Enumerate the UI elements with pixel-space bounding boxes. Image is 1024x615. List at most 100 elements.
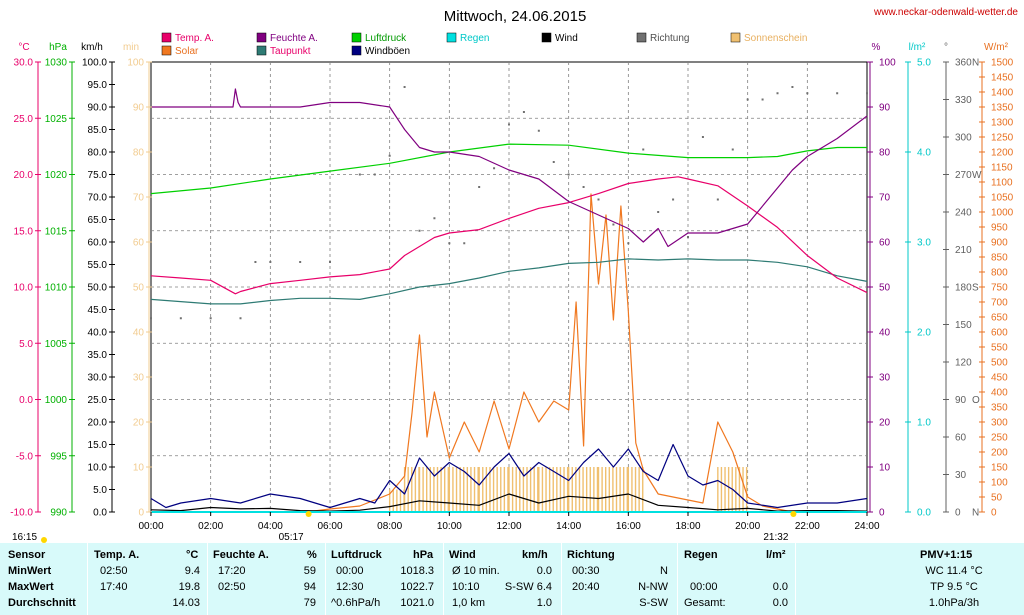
tick-label-wind: 20.0 bbox=[88, 418, 108, 429]
legend-label: Temp. A. bbox=[175, 33, 214, 44]
tick-label-solar: 1300 bbox=[991, 118, 1014, 129]
stats-min-press-time: 00:00 bbox=[336, 565, 364, 577]
tick-label-temp: 20.0 bbox=[14, 170, 34, 181]
tick-label-temp: 15.0 bbox=[14, 226, 34, 237]
stats-header-temp: Temp. A. bbox=[94, 549, 140, 561]
tick-label-solar: 1200 bbox=[991, 148, 1014, 159]
series-line-temp-a- bbox=[150, 176, 868, 295]
tick-label-solar: 500 bbox=[991, 358, 1008, 369]
stats-max-press-value: 1022.7 bbox=[400, 581, 434, 593]
tick-label-solar: 200 bbox=[991, 448, 1008, 459]
stats-header-rain-unit: l/m² bbox=[766, 549, 786, 561]
wind-direction-point bbox=[836, 92, 839, 95]
wind-direction-point bbox=[254, 261, 257, 263]
stats-header-wind: Wind bbox=[449, 549, 476, 561]
tick-label-solar: 450 bbox=[991, 373, 1008, 384]
tick-label-dir: 0 bbox=[955, 508, 961, 519]
wind-direction-point bbox=[642, 148, 645, 151]
stats-header-rain: Regen bbox=[684, 549, 718, 561]
tick-label-time: 16:00 bbox=[616, 521, 641, 532]
chart-legend: Temp. A. Feuchte A. Luftdruck Regen Wind Rich… bbox=[161, 32, 807, 57]
stats-min-wind-time: Ø 10 min. bbox=[452, 565, 500, 577]
wind-direction-point bbox=[522, 111, 525, 113]
source-url: www.neckar-odenwald-wetter.de bbox=[873, 7, 1018, 18]
tick-label-temp: 30.0 bbox=[14, 58, 34, 69]
tick-label-solar: 350 bbox=[991, 403, 1008, 414]
tick-label-wind: 50.0 bbox=[88, 283, 108, 294]
wind-direction-point bbox=[866, 92, 868, 95]
stats-header-hum-unit: % bbox=[307, 549, 317, 561]
tick-label-direction-letter: N bbox=[972, 58, 979, 69]
tick-label-wind: 85.0 bbox=[88, 125, 108, 136]
tick-label-solar: 600 bbox=[991, 328, 1008, 339]
wind-direction-point bbox=[806, 92, 809, 95]
axis-unit-sun: min bbox=[123, 42, 139, 53]
wind-direction-point bbox=[672, 198, 675, 201]
tick-label-wind: 0.0 bbox=[93, 508, 107, 519]
legend-swatch bbox=[256, 45, 267, 56]
tick-label-wind: 90.0 bbox=[88, 103, 108, 114]
legend-swatch bbox=[730, 32, 741, 43]
series-line-luftdruck bbox=[150, 143, 867, 195]
tick-label-solar: 950 bbox=[991, 223, 1008, 234]
weather-chart: -10.0 -5.0 0.0 5.0 10.0 15.0 20.0 25.0 30.0 990 99… bbox=[10, 7, 1018, 543]
tick-label-sun: 20 bbox=[133, 418, 145, 429]
tick-label-solar: 150 bbox=[991, 463, 1008, 474]
legend-label: Sonnenschein bbox=[744, 33, 807, 44]
tick-label-solar: 800 bbox=[991, 268, 1008, 279]
tick-label-rain: 5.0 bbox=[917, 58, 931, 69]
tick-label-dir: 270 bbox=[955, 170, 972, 181]
tick-label-hum: 80 bbox=[879, 148, 891, 159]
stats-label-max: MaxWert bbox=[8, 581, 54, 593]
tick-label-time: 18:00 bbox=[675, 521, 700, 532]
wind-direction-point bbox=[433, 217, 436, 220]
tick-label-rain: 1.0 bbox=[917, 418, 931, 429]
stats-max-dir-time: 20:40 bbox=[572, 581, 600, 593]
wind-direction-point bbox=[463, 242, 466, 245]
wind-direction-point bbox=[418, 229, 421, 232]
series-line-windb-en bbox=[150, 443, 868, 509]
sunrise-time: 05:17 bbox=[279, 532, 304, 543]
tick-label-direction-letter: W bbox=[972, 170, 982, 181]
wind-direction-point bbox=[373, 173, 376, 176]
wind-direction-point bbox=[597, 198, 600, 201]
stats-label-avg: Durchschnitt bbox=[8, 597, 76, 609]
tick-label-wind: 75.0 bbox=[88, 170, 108, 181]
wind-direction-point bbox=[746, 98, 749, 101]
stats-row-min: MinWert 02:50 9.4 17:20 59 00:00 1018.3 … bbox=[0, 563, 1024, 579]
stats-wind-chill: WC 11.4 °C bbox=[925, 565, 983, 577]
legend-swatch bbox=[351, 45, 362, 56]
stats-max-hum-time: 02:50 bbox=[218, 581, 246, 593]
tick-label-sun: 90 bbox=[133, 103, 145, 114]
tick-label-solar: 0 bbox=[991, 508, 997, 519]
tick-label-direction-letter: S bbox=[972, 283, 979, 294]
wind-direction-point bbox=[179, 317, 182, 320]
tick-label-rain: 3.0 bbox=[917, 238, 931, 249]
wind-direction-point bbox=[552, 161, 555, 163]
tick-label-temp: 25.0 bbox=[14, 114, 34, 125]
tick-label-sun: 30 bbox=[133, 373, 145, 384]
tick-label-wind: 65.0 bbox=[88, 215, 108, 226]
stats-max-hum-value: 94 bbox=[303, 581, 316, 593]
tick-label-time: 02:00 bbox=[198, 521, 223, 532]
stats-header-wind-unit: km/h bbox=[522, 549, 548, 561]
tick-label-sun: 60 bbox=[133, 238, 145, 249]
tick-label-direction-letter: O bbox=[972, 395, 980, 406]
tick-label-hum: 20 bbox=[879, 418, 891, 429]
tick-label-press: 1005 bbox=[45, 339, 68, 350]
legend-swatch bbox=[161, 45, 172, 56]
tick-label-hum: 70 bbox=[879, 193, 891, 204]
tick-label-sun: 10 bbox=[133, 463, 145, 474]
legend-swatch bbox=[636, 32, 647, 43]
tick-label-sun: 0 bbox=[138, 508, 144, 519]
stats-max-wind-value: S-SW 6.4 bbox=[504, 581, 552, 593]
tick-label-hum: 50 bbox=[879, 283, 891, 294]
tick-label-hum: 60 bbox=[879, 238, 891, 249]
stats-max-temp-time: 17:40 bbox=[100, 581, 128, 593]
sunrise-marker bbox=[305, 511, 312, 517]
wind-direction-point bbox=[358, 173, 361, 176]
stats-min-temp-value: 9.4 bbox=[184, 565, 200, 577]
wind-direction-point bbox=[612, 223, 615, 226]
tick-label-wind: 55.0 bbox=[88, 260, 108, 271]
tick-label-solar: 100 bbox=[991, 478, 1008, 489]
